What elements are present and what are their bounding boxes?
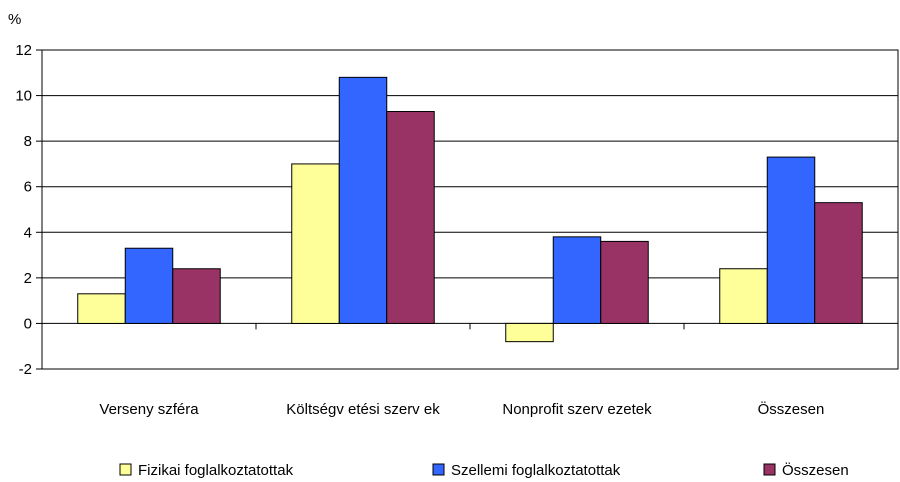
legend-label: Szellemi foglalkoztatottak — [451, 462, 621, 479]
bar-3-4 — [815, 203, 863, 324]
legend-label: Összesen — [782, 461, 849, 479]
legend-swatch — [120, 464, 131, 475]
category-label: Költségv etési szerv ek — [286, 401, 440, 418]
legend-swatch — [433, 464, 444, 475]
y-tick-label: 0 — [24, 315, 32, 332]
category-label: Nonprofit szerv ezetek — [502, 401, 652, 418]
legend-label: Fizikai foglalkoztatottak — [138, 462, 294, 479]
bars — [78, 77, 863, 341]
bar-2-2 — [339, 77, 387, 323]
bar-2-4 — [767, 157, 815, 323]
y-tick-label: 10 — [15, 88, 32, 105]
bar-1-1 — [78, 294, 126, 324]
bar-3-3 — [601, 241, 649, 323]
bar-1-3 — [506, 323, 554, 341]
y-unit-label: % — [8, 11, 21, 28]
bar-2-1 — [125, 248, 173, 323]
category-label: Verseny szféra — [99, 401, 199, 418]
y-tick-label: 8 — [24, 133, 32, 150]
y-tick-label: 4 — [24, 224, 32, 241]
legend-swatch — [764, 464, 775, 475]
bar-1-2 — [292, 164, 340, 324]
bar-2-3 — [553, 237, 601, 324]
bar-3-2 — [387, 112, 435, 324]
legend: Fizikai foglalkoztatottak Szellemi foglal… — [120, 461, 849, 479]
y-tick-label: 6 — [24, 179, 32, 196]
bar-3-1 — [173, 269, 221, 324]
y-tick-label: 2 — [24, 270, 32, 287]
y-tick-label: -2 — [19, 361, 32, 378]
category-label: Összesen — [758, 400, 825, 418]
y-tick-label: 12 — [15, 42, 32, 59]
y-tick-labels: 12 10 8 6 4 2 0 -2 — [15, 42, 32, 378]
bar-1-4 — [720, 269, 768, 324]
category-labels: Verseny szféra Költségv etési szerv ek Non… — [99, 400, 824, 418]
